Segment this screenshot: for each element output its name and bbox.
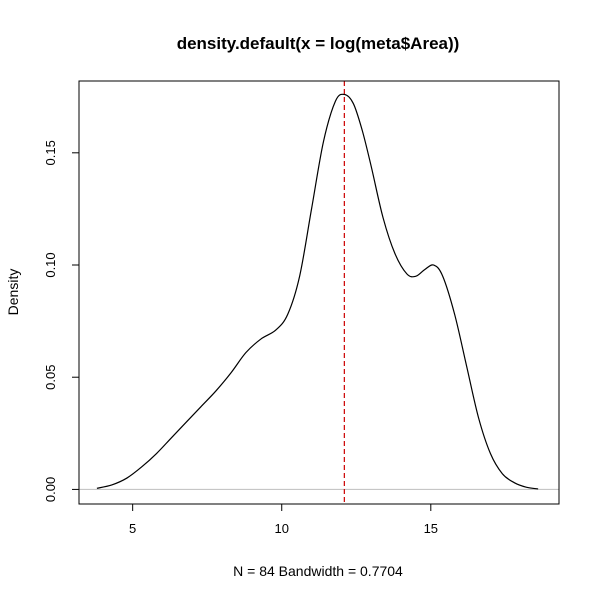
y-axis: 0.00 0.05 0.10 0.15 xyxy=(43,140,80,502)
y-tick-label: 0.00 xyxy=(43,477,58,502)
x-axis: 5 10 15 xyxy=(129,503,438,536)
x-axis-label: N = 84 Bandwidth = 0.7704 xyxy=(233,563,403,579)
y-tick-label: 0.05 xyxy=(43,365,58,390)
plot-title: density.default(x = log(meta$Area)) xyxy=(177,34,460,53)
density-curve xyxy=(96,93,539,490)
x-tick-label: 10 xyxy=(274,521,288,536)
y-axis-label: Density xyxy=(5,269,21,316)
y-tick-label: 0.15 xyxy=(43,140,58,165)
x-tick-label: 5 xyxy=(129,521,136,536)
y-tick-label: 0.10 xyxy=(43,252,58,277)
x-tick-label: 15 xyxy=(424,521,438,536)
